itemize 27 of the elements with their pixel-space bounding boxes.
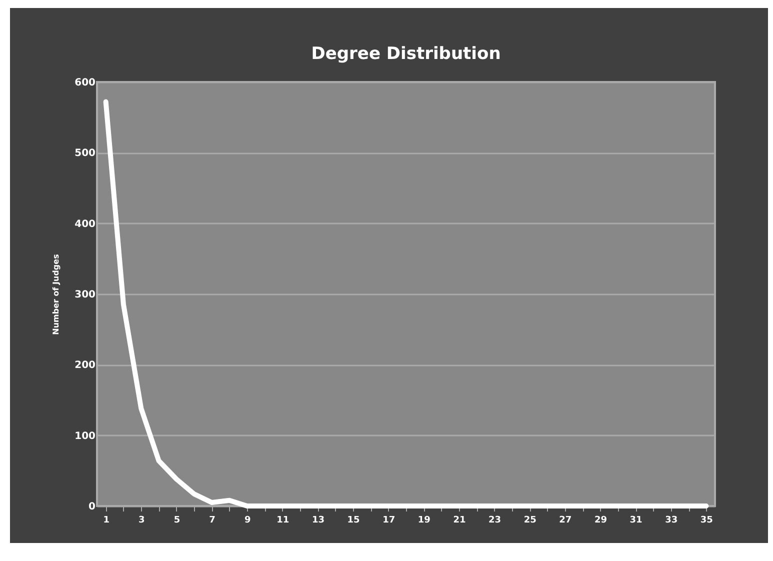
- chart-title: Degree Distribution: [311, 44, 501, 64]
- x-tick-label: 9: [244, 516, 251, 526]
- x-tick-label: 13: [312, 516, 324, 526]
- y-tick-label: 200: [74, 360, 96, 372]
- y-tick-label: 300: [74, 290, 96, 300]
- x-tick-label: 25: [524, 516, 536, 526]
- x-tick-label: 1: [103, 516, 110, 526]
- y-axis-title: Number of Judges: [52, 254, 61, 335]
- x-tick-label: 17: [382, 516, 396, 526]
- y-tick-label: 400: [74, 218, 96, 230]
- x-tick-label: 31: [630, 516, 642, 526]
- x-tick-label: 35: [700, 516, 713, 526]
- y-tick-label: 0: [88, 502, 96, 512]
- x-tick-label: 29: [594, 516, 607, 526]
- x-tick-label: 19: [418, 516, 430, 526]
- y-tick-label: 500: [74, 148, 96, 160]
- x-tick-label: 11: [276, 516, 290, 526]
- y-tick-label: 100: [74, 430, 96, 442]
- x-tick-label: 33: [665, 516, 678, 526]
- x-tick-label: 21: [453, 516, 466, 526]
- x-tick-label: 3: [138, 516, 145, 526]
- x-tick-label: 5: [174, 516, 180, 526]
- x-tick-label: 23: [488, 516, 502, 526]
- x-tick-label: 15: [347, 516, 360, 526]
- y-tick-label: 600: [74, 78, 96, 88]
- x-tick-label: 27: [559, 516, 572, 526]
- x-tick-label: 7: [209, 516, 216, 526]
